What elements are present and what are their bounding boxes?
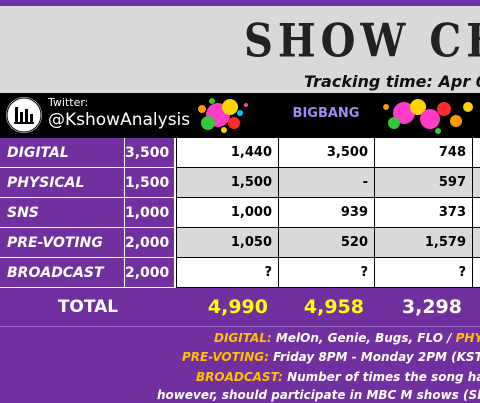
note-text: Friday 8PM - Monday 2PM (KST (273, 350, 480, 364)
row-category: SNS (0, 198, 124, 228)
brand-block: Twitter: @KshowAnalysis (2, 93, 190, 138)
note-however: however, should participate in MBC M sho… (157, 388, 480, 402)
note-text: however, should participate in MBC M sho… (157, 388, 480, 402)
column-header-3 (374, 93, 480, 138)
table-row: SNS 1,000 1,000 939 373 (0, 198, 480, 228)
row-weight: 2,000 (124, 228, 174, 258)
row-category: PRE-VOTING (0, 228, 124, 258)
table-cell (472, 138, 480, 168)
table-cell: 1,440 (176, 138, 278, 168)
row-weight: 1,500 (124, 168, 174, 198)
row-weight: 1,000 (124, 198, 174, 228)
table-cell (472, 228, 480, 258)
note-broadcast: BROADCAST: Number of times the song has (196, 370, 480, 384)
table-cell: 1,579 (374, 228, 472, 258)
table-cell: 939 (278, 198, 374, 228)
table-cell: - (278, 168, 374, 198)
note-label: BROADCAST: (196, 370, 283, 384)
paint-splatter-icon (198, 98, 248, 133)
bar-chart-icon (6, 97, 42, 133)
tracking-time: Tracking time: Apr 04 (304, 72, 480, 91)
table-cell: 1,000 (176, 198, 278, 228)
column-header-row: Twitter: @KshowAnalysis BIGBANG (0, 93, 480, 138)
row-weight: 3,500 (124, 138, 174, 168)
table-cell: 1,050 (176, 228, 278, 258)
table-cell: 1,500 (176, 168, 278, 198)
table-cell: ? (374, 258, 472, 288)
note-prevoting: PRE-VOTING: Friday 8PM - Monday 2PM (KST (182, 350, 480, 364)
table-cell: ? (176, 258, 278, 288)
paint-splatter-icon (383, 99, 473, 134)
table-row: BROADCAST 2,000 ? ? ? (0, 258, 480, 288)
notes-section: DIGITAL: MelOn, Genie, Bugs, FLO / PHY P… (0, 326, 480, 403)
table-cell: 3,500 (278, 138, 374, 168)
note-label: PHY (455, 331, 480, 345)
total-value: 4,958 (303, 296, 364, 318)
note-digital: DIGITAL: MelOn, Genie, Bugs, FLO / PHY (214, 331, 480, 345)
table-row: PHYSICAL 1,500 1,500 - 597 (0, 168, 480, 198)
total-value: 4,990 (207, 296, 268, 318)
table-cell: ? (278, 258, 374, 288)
row-category: DIGITAL (0, 138, 124, 168)
note-label: PRE-VOTING: (182, 350, 269, 364)
note-text: MelOn, Genie, Bugs, FLO / (275, 331, 452, 345)
artist-label: BIGBANG (292, 106, 360, 121)
note-text: Number of times the song has (287, 370, 480, 384)
table-row: DIGITAL 3,500 1,440 3,500 748 (0, 138, 480, 168)
column-header-2: BIGBANG (278, 93, 374, 138)
table-cell (472, 198, 480, 228)
row-weight: 2,000 (124, 258, 174, 288)
title-banner: SHOW CHAMPION Tracking time: Apr 04 (0, 0, 480, 93)
table-cell: 748 (374, 138, 472, 168)
table-cell: 520 (278, 228, 374, 258)
row-category: BROADCAST (0, 258, 124, 288)
note-label: DIGITAL: (214, 331, 272, 345)
table-cell: 597 (374, 168, 472, 198)
row-category: PHYSICAL (0, 168, 124, 198)
total-label: TOTAL (57, 297, 119, 317)
twitter-handle: @KshowAnalysis (48, 110, 191, 130)
table-row: PRE-VOTING 2,000 1,050 520 1,579 (0, 228, 480, 258)
column-header-1 (176, 93, 278, 138)
table-cell: 373 (374, 198, 472, 228)
total-row: TOTAL 4,990 4,958 3,298 (0, 288, 480, 326)
total-value: 3,298 (401, 296, 462, 318)
table-cell (472, 168, 480, 198)
table-cell (472, 258, 480, 288)
twitter-label: Twitter: (48, 96, 89, 109)
page-title: SHOW CHAMPION (244, 14, 480, 69)
